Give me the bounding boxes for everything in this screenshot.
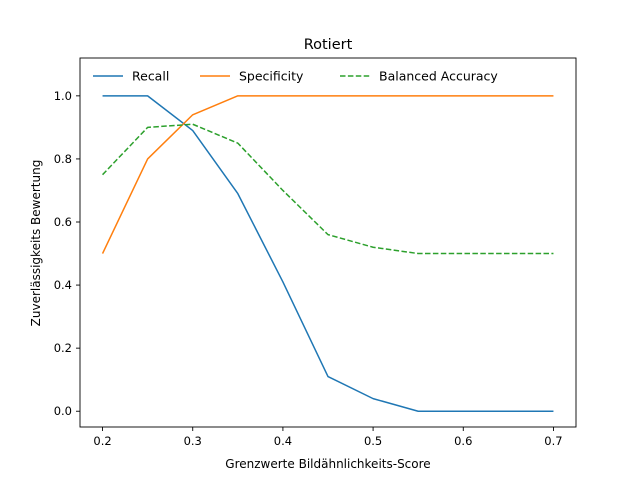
legend-label: Balanced Accuracy xyxy=(379,69,498,84)
x-tick-label: 0.2 xyxy=(93,434,111,448)
x-tick-label: 0.7 xyxy=(544,434,562,448)
series-line-specificity xyxy=(101,95,554,254)
plot-area xyxy=(101,95,554,412)
y-tick-label: 0.0 xyxy=(54,404,72,418)
x-tick-label: 0.5 xyxy=(364,434,382,448)
legend-label: Recall xyxy=(132,69,169,84)
x-tick-label: 0.3 xyxy=(184,434,202,448)
x-tick-label: 0.6 xyxy=(454,434,472,448)
y-axis: 0.0 0.2 0.4 0.6 0.8 1.0 xyxy=(54,89,80,418)
x-axis: 0.2 0.3 0.4 0.5 0.6 0.7 xyxy=(93,427,563,448)
y-tick-label: 0.6 xyxy=(54,215,72,229)
y-tick-label: 0.8 xyxy=(54,152,72,166)
chart-title: Rotiert xyxy=(304,37,353,53)
x-axis-label: Grenzwerte Bildähnlichkeits-Score xyxy=(225,457,430,471)
series-line-recall xyxy=(102,95,554,412)
x-tick-label: 0.4 xyxy=(274,434,292,448)
series-line-balanced-accuracy xyxy=(102,123,554,255)
y-tick-label: 0.2 xyxy=(54,341,72,355)
y-tick-label: 1.0 xyxy=(54,89,72,103)
plot-frame xyxy=(79,57,577,428)
legend-label: Specificity xyxy=(239,69,304,84)
legend: Recall Specificity Balanced Accuracy xyxy=(93,69,498,84)
y-tick-label: 0.4 xyxy=(54,278,72,292)
y-axis-label: Zuverlässigkeits Bewertung xyxy=(29,160,43,327)
